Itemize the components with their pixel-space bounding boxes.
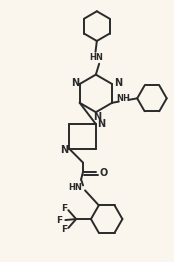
Text: O: O [100,168,108,178]
Text: N: N [97,119,105,129]
Text: F: F [56,216,62,225]
Text: F: F [61,204,68,213]
Text: HN: HN [68,183,82,192]
Text: HN: HN [89,53,103,62]
Text: N: N [114,78,122,88]
Text: N: N [60,145,68,155]
Text: NH: NH [117,94,130,103]
Text: F: F [61,225,68,234]
Text: N: N [71,78,79,88]
Text: N: N [93,112,101,122]
